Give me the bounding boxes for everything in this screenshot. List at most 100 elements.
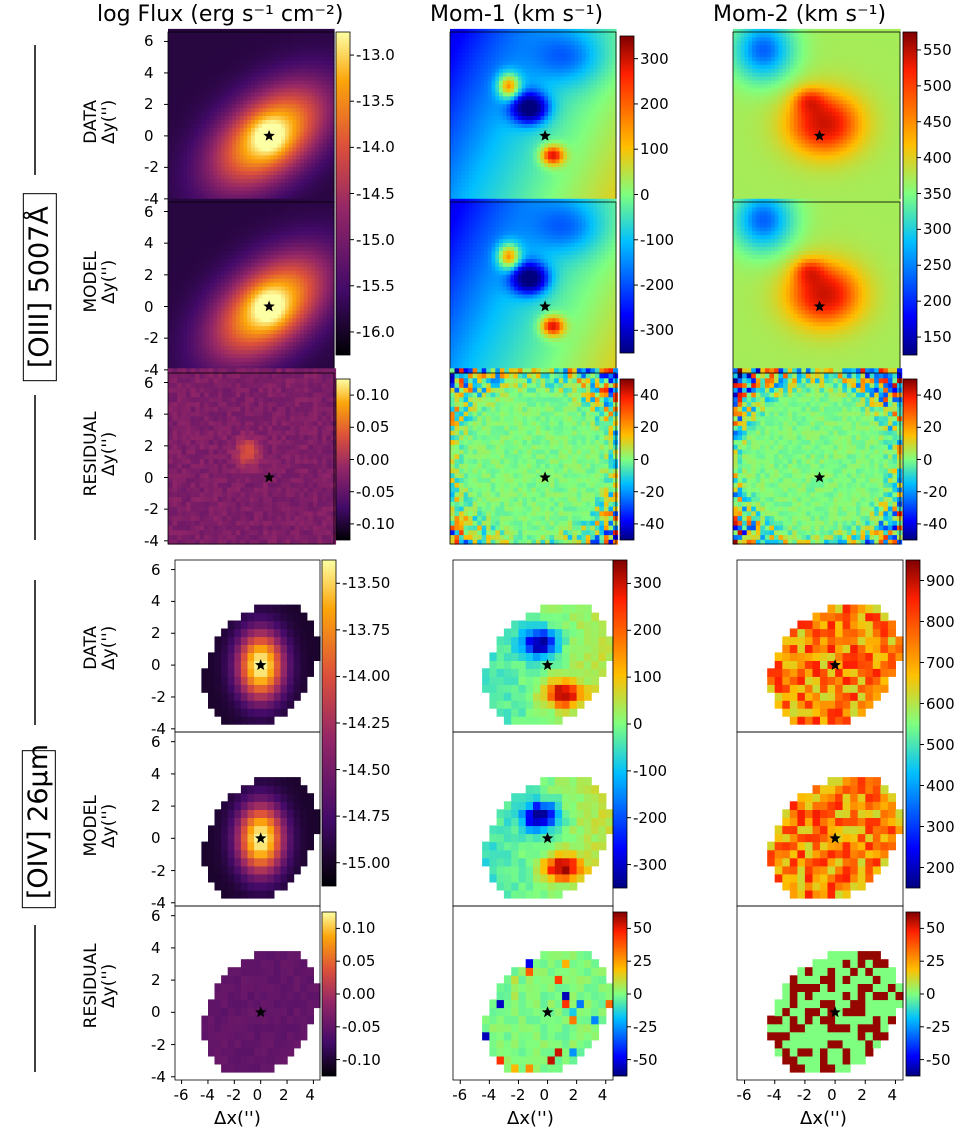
heatmap-cell — [820, 171, 824, 176]
heatmap-cell — [221, 159, 225, 164]
heatmap-cell — [836, 190, 840, 195]
heatmap-cell — [176, 119, 180, 124]
heatmap-cell — [733, 178, 737, 183]
heatmap-cell — [488, 175, 492, 180]
heatmap-cell — [488, 41, 492, 46]
heatmap-cell — [794, 139, 798, 144]
heatmap-cell — [870, 119, 874, 124]
heatmap-cell — [873, 171, 877, 176]
heatmap-cell — [752, 112, 756, 117]
heatmap-cell — [748, 171, 752, 176]
heatmap-cell — [767, 151, 771, 156]
heatmap-cell — [733, 194, 737, 199]
heatmap-cell — [259, 131, 263, 136]
heatmap-cell — [259, 56, 263, 61]
heatmap-cell — [262, 53, 266, 58]
heatmap-cell — [601, 135, 605, 140]
heatmap-cell — [206, 33, 210, 38]
heatmap-cell — [210, 108, 214, 113]
heatmap-cell — [232, 92, 236, 97]
heatmap-cell — [813, 159, 817, 164]
heatmap-cell — [461, 175, 465, 180]
heatmap-cell — [522, 175, 526, 180]
heatmap-cell — [221, 60, 225, 65]
heatmap-cell — [221, 190, 225, 195]
heatmap-cell — [805, 127, 809, 132]
heatmap-cell — [786, 194, 790, 199]
heatmap-cell — [559, 53, 563, 58]
heatmap-cell — [760, 112, 764, 117]
heatmap-cell — [176, 72, 180, 77]
heatmap-cell — [308, 171, 312, 176]
heatmap-cell — [461, 84, 465, 89]
heatmap-cell — [741, 163, 745, 168]
heatmap-cell — [465, 182, 469, 187]
heatmap-cell — [323, 72, 327, 77]
heatmap-cell — [582, 163, 586, 168]
heatmap-cell — [597, 123, 601, 128]
heatmap-cell — [881, 143, 885, 148]
heatmap-cell — [559, 194, 563, 199]
heatmap-cell — [240, 178, 244, 183]
heatmap-cell — [733, 159, 737, 164]
heatmap-cell — [733, 119, 737, 124]
heatmap-cell — [559, 178, 563, 183]
heatmap-cell — [828, 151, 832, 156]
heatmap-cell — [597, 49, 601, 54]
heatmap-cell — [533, 104, 537, 109]
heatmap-cell — [323, 143, 327, 148]
heatmap-cell — [571, 147, 575, 152]
heatmap-cell — [259, 123, 263, 128]
heatmap-cell — [541, 53, 545, 58]
heatmap-cell — [289, 108, 293, 113]
heatmap-cell — [533, 112, 537, 117]
heatmap-cell — [541, 175, 545, 180]
heatmap-cell — [514, 115, 518, 120]
heatmap-cell — [225, 104, 229, 109]
heatmap-cell — [206, 104, 210, 109]
heatmap-cell — [748, 104, 752, 109]
heatmap-cell — [873, 127, 877, 132]
heatmap-cell — [798, 175, 802, 180]
heatmap-cell — [198, 159, 202, 164]
heatmap-cell — [206, 167, 210, 172]
heatmap-cell — [586, 37, 590, 42]
heatmap-cell — [281, 29, 285, 34]
heatmap-cell — [809, 186, 813, 191]
heatmap-cell — [737, 131, 741, 136]
heatmap-cell — [293, 139, 297, 144]
heatmap-cell — [518, 159, 522, 164]
heatmap-cell — [518, 131, 522, 136]
heatmap-cell — [450, 178, 454, 183]
heatmap-cell — [522, 96, 526, 101]
heatmap-cell — [225, 123, 229, 128]
heatmap-cell — [559, 49, 563, 54]
heatmap-cell — [247, 186, 251, 191]
heatmap-cell — [741, 155, 745, 160]
heatmap-cell — [319, 92, 323, 97]
heatmap-cell — [198, 45, 202, 50]
heatmap-cell — [544, 119, 548, 124]
heatmap-cell — [300, 119, 304, 124]
heatmap-cell — [575, 112, 579, 117]
heatmap-cell — [533, 37, 537, 42]
heatmap-cell — [259, 190, 263, 195]
heatmap-cell — [605, 123, 609, 128]
heatmap-cell — [737, 135, 741, 140]
heatmap-cell — [251, 194, 255, 199]
heatmap-cell — [210, 186, 214, 191]
heatmap-cell — [293, 92, 297, 97]
heatmap-cell — [293, 123, 297, 128]
heatmap-cell — [752, 163, 756, 168]
heatmap-cell — [198, 178, 202, 183]
heatmap-cell — [198, 88, 202, 93]
heatmap-cell — [240, 147, 244, 152]
heatmap-cell — [176, 49, 180, 54]
heatmap-cell — [533, 123, 537, 128]
heatmap-cell — [575, 135, 579, 140]
heatmap-cell — [556, 147, 560, 152]
heatmap-cell — [507, 186, 511, 191]
heatmap-cell — [541, 182, 545, 187]
heatmap-cell — [855, 123, 859, 128]
heatmap-cell — [289, 163, 293, 168]
